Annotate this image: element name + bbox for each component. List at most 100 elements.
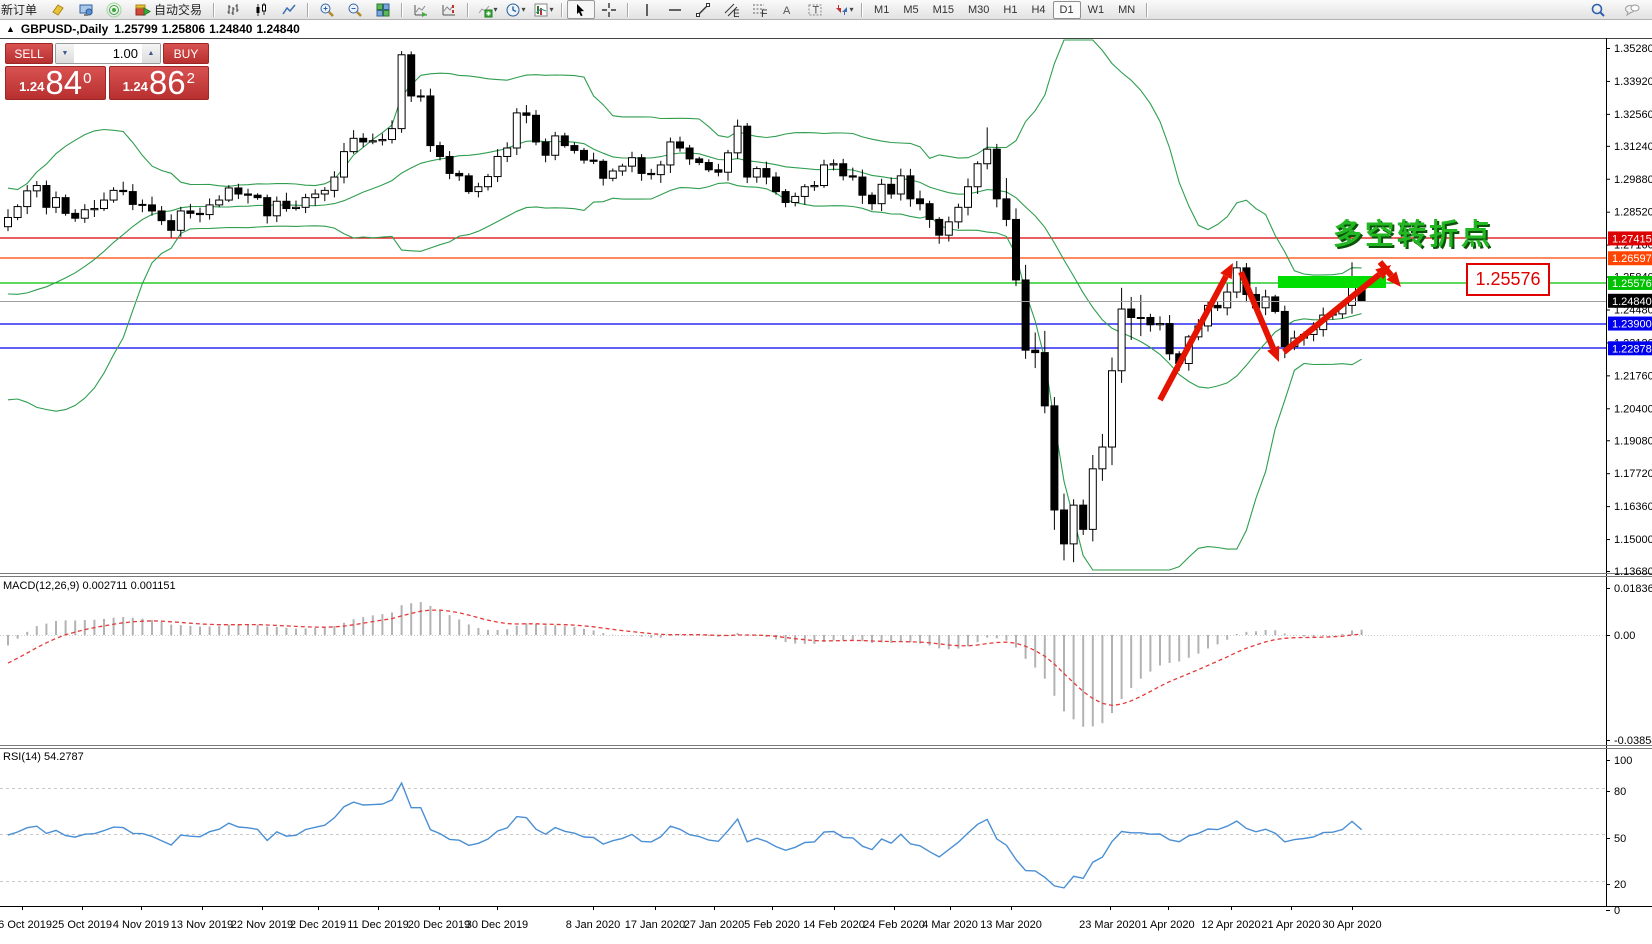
new-order-label: 新订单 <box>1 3 38 17</box>
timeframe-button-MN[interactable]: MN <box>1118 3 1136 16</box>
highlighter-button[interactable] <box>44 0 72 19</box>
timeframe-buttons: M1 M5 M15 M30 H1 H4 D1 W1 MN <box>867 0 1142 19</box>
volume-decrease-button[interactable]: ▼ <box>56 44 74 63</box>
community-chat-button[interactable] <box>1618 0 1646 19</box>
price-callout-box[interactable]: 1.25576 <box>1466 263 1550 296</box>
equidistant-channel-button[interactable]: E <box>717 0 745 19</box>
zoom-out-icon <box>347 2 363 18</box>
timeframe-button-M1[interactable]: M1 <box>874 3 890 16</box>
add-indicator-dropdown-arrow[interactable]: ▾ <box>493 5 498 14</box>
templates-dropdown-arrow[interactable]: ▾ <box>549 5 554 14</box>
timeframe-button-W1[interactable]: W1 <box>1087 3 1105 16</box>
svg-text:24 Feb 2020: 24 Feb 2020 <box>863 919 925 931</box>
trendline-button[interactable] <box>689 0 717 19</box>
crosshair-icon <box>601 2 617 18</box>
svg-text:13 Nov 2019: 13 Nov 2019 <box>171 919 233 931</box>
candlestick-chart-button[interactable] <box>247 0 275 19</box>
arrows-objects-button[interactable]: ▾ <box>829 0 857 19</box>
sell-price-button[interactable]: 1.24 84 0 <box>5 66 106 100</box>
buy-price-button[interactable]: 1.24 86 2 <box>108 66 209 100</box>
periods-dropdown-arrow[interactable]: ▾ <box>521 5 526 14</box>
toolbar-separator <box>561 2 564 17</box>
search-icon <box>1590 2 1606 18</box>
svg-text:23 Mar 2020: 23 Mar 2020 <box>1079 919 1141 931</box>
sell-button[interactable]: SELL <box>5 43 53 64</box>
bollinger-bands <box>7 39 1362 571</box>
svg-text:12 Apr 2020: 12 Apr 2020 <box>1201 919 1260 931</box>
candlestick-chart-icon <box>253 2 269 18</box>
autotrade-icon <box>135 2 152 18</box>
signals-icon <box>106 2 122 18</box>
line-chart-button[interactable] <box>275 0 303 19</box>
new-order-button[interactable]: 新订单 <box>0 0 44 19</box>
svg-text:13 Mar 2020: 13 Mar 2020 <box>980 919 1042 931</box>
svg-text:11 Dec 2019: 11 Dec 2019 <box>347 919 409 931</box>
toolbar-separator <box>467 2 470 17</box>
svg-text:E: E <box>733 8 739 18</box>
auto-scroll-button[interactable] <box>407 0 435 19</box>
zoom-in-icon <box>319 2 335 18</box>
autotrade-button[interactable]: 自动交易 <box>128 0 209 19</box>
arrows-dropdown-arrow[interactable]: ▾ <box>849 5 854 14</box>
zoom-in-button[interactable] <box>313 0 341 19</box>
annotation-objects[interactable] <box>1157 260 1401 402</box>
volume-input[interactable] <box>74 44 142 63</box>
chart-shift-button[interactable] <box>435 0 463 19</box>
tile-windows-button[interactable] <box>369 0 397 19</box>
zoom-out-button[interactable] <box>341 0 369 19</box>
ohlc-low: 1.24840 <box>209 22 253 36</box>
periods-clock-icon <box>505 2 521 18</box>
text-label-button[interactable]: T <box>801 0 829 19</box>
market-watch-icon <box>78 2 94 18</box>
horizontal-line-button[interactable] <box>661 0 689 19</box>
chart-title-bar: ▲ GBPUSD-,Daily 1.25799 1.25806 1.24840 … <box>0 20 1652 38</box>
svg-text:50: 50 <box>1614 833 1626 845</box>
svg-text:20 Dec 2019: 20 Dec 2019 <box>408 919 470 931</box>
svg-text:F: F <box>761 8 767 18</box>
pivot-annotation-text[interactable]: 多空转折点 <box>1333 219 1494 251</box>
buy-price-prefix: 1.24 <box>122 79 148 94</box>
svg-text:MACD(12,26,9) 0.002711 0.00115: MACD(12,26,9) 0.002711 0.001151 <box>3 580 176 592</box>
timeframe-button-M30[interactable]: M30 <box>968 3 990 16</box>
buy-label: BUY <box>173 46 199 61</box>
add-indicator-button[interactable]: ▾ <box>473 0 501 19</box>
fibonacci-button[interactable]: F <box>745 0 773 19</box>
chart-shift-icon <box>441 2 457 18</box>
svg-text:1.32560: 1.32560 <box>1614 109 1652 121</box>
timeframe-button-H4[interactable]: H4 <box>1031 3 1046 16</box>
cursor-button[interactable] <box>567 0 596 19</box>
svg-text:0.00: 0.00 <box>1614 630 1635 642</box>
crosshair-button[interactable] <box>595 0 623 19</box>
svg-text:4 Nov 2019: 4 Nov 2019 <box>113 919 169 931</box>
bar-chart-button[interactable] <box>219 0 247 19</box>
svg-text:1.21760: 1.21760 <box>1614 370 1652 382</box>
signals-button[interactable] <box>100 0 128 19</box>
price-axis[interactable]: 1.35280 1.33920 1.32560 1.31240 1.29880 1.285… <box>1606 43 1652 917</box>
templates-button[interactable]: ▾ <box>529 0 557 19</box>
one-click-trading-panel: SELL ▼ ▲ BUY 1.24 84 0 1.24 86 2 <box>5 43 209 100</box>
svg-text:30 Apr 2020: 30 Apr 2020 <box>1322 919 1381 931</box>
timeframe-button-M5[interactable]: M5 <box>903 3 919 16</box>
ohlc-close: 1.24840 <box>256 22 300 36</box>
svg-text:0.018369: 0.018369 <box>1614 583 1652 595</box>
vertical-line-button[interactable] <box>633 0 661 19</box>
horizontal-line-icon <box>667 2 683 18</box>
toolbar-separator <box>401 2 404 17</box>
timeframe-button-D1[interactable]: D1 <box>1052 0 1081 19</box>
svg-text:1.33920: 1.33920 <box>1614 76 1652 88</box>
search-button[interactable] <box>1584 0 1612 19</box>
timeframe-button-M15[interactable]: M15 <box>932 3 954 16</box>
collapse-triangle-icon[interactable]: ▲ <box>6 24 15 34</box>
volume-increase-button[interactable]: ▲ <box>142 44 160 63</box>
text-button[interactable]: A <box>773 0 801 19</box>
svg-text:1.20400: 1.20400 <box>1614 403 1652 415</box>
pane-splitters[interactable] <box>0 573 1652 749</box>
arrows-objects-icon <box>833 2 849 18</box>
main-toolbar: 新订单 自动交易 <box>0 0 1652 20</box>
market-watch-button[interactable] <box>72 0 100 19</box>
periods-button[interactable]: ▾ <box>501 0 529 19</box>
buy-button[interactable]: BUY <box>163 43 209 64</box>
timeframe-button-H1[interactable]: H1 <box>1003 3 1018 16</box>
